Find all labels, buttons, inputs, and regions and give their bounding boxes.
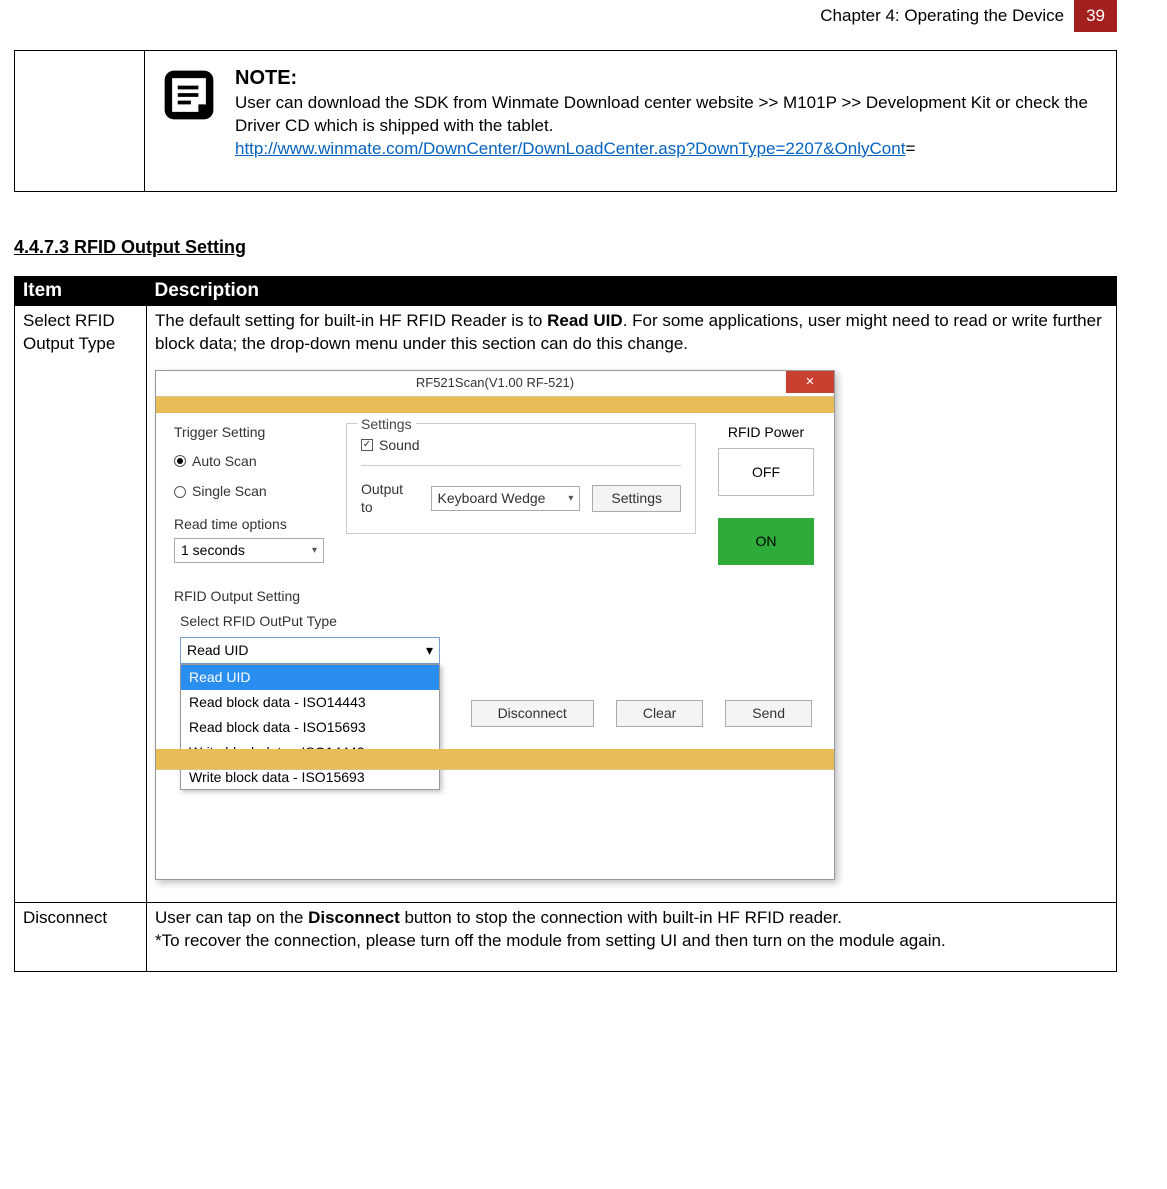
auto-scan-label: Auto Scan: [192, 452, 257, 471]
power-on-button[interactable]: ON: [718, 518, 814, 565]
window-titlebar: RF521Scan(V1.00 RF-521) ×: [156, 371, 834, 397]
send-button[interactable]: Send: [725, 700, 812, 727]
power-off-button[interactable]: OFF: [718, 448, 814, 497]
rfid-power-label: RFID Power: [718, 423, 814, 442]
radio-auto-scan[interactable]: [174, 455, 186, 467]
settings-legend: Settings: [357, 415, 416, 434]
table-row: Select RFID Output Type The default sett…: [15, 305, 1117, 903]
section-heading: 4.4.7.3 RFID Output Setting: [14, 237, 1117, 258]
settings-panel: Settings ✓ Sound Output to Keyboard Wed: [346, 423, 696, 535]
rfid-power-panel: RFID Power OFF ON: [718, 423, 814, 566]
dropdown-option[interactable]: Read block data - ISO14443: [181, 690, 439, 715]
dropdown-option[interactable]: Read block data - ISO15693: [181, 715, 439, 740]
dropdown-option[interactable]: Read UID: [181, 665, 439, 690]
chapter-label: Chapter 4: Operating the Device: [810, 0, 1074, 32]
checkbox-sound[interactable]: ✓: [361, 439, 373, 451]
cell-desc-1: The default setting for built-in HF RFID…: [147, 305, 1117, 903]
trigger-setting-label: Trigger Setting: [174, 423, 324, 442]
table-header-description: Description: [147, 276, 1117, 305]
note-icon: [159, 65, 219, 161]
output-to-select[interactable]: Keyboard Wedge ▾: [431, 486, 581, 511]
single-scan-label: Single Scan: [192, 482, 267, 501]
cell-item-1: Select RFID Output Type: [15, 305, 147, 903]
note-body: User can download the SDK from Winmate D…: [235, 93, 1088, 135]
note-callout: NOTE: User can download the SDK from Win…: [14, 50, 1117, 192]
page-number-badge: 39: [1074, 0, 1117, 32]
chevron-down-icon: ▾: [312, 544, 317, 558]
rfid-output-table: Item Description Select RFID Output Type…: [14, 276, 1117, 972]
output-to-label: Output to: [361, 480, 419, 518]
read-time-select[interactable]: 1 seconds ▾: [174, 538, 324, 563]
disconnect-button[interactable]: Disconnect: [471, 700, 594, 727]
select-output-type-label: Select RFID OutPut Type: [180, 612, 816, 631]
trigger-setting-panel: Trigger Setting Auto Scan Single Scan Re…: [174, 423, 324, 563]
rfid-output-setting-label: RFID Output Setting: [174, 587, 816, 606]
settings-button[interactable]: Settings: [592, 485, 681, 512]
cell-desc-2: User can tap on the Disconnect button to…: [147, 903, 1117, 972]
sound-label: Sound: [379, 436, 419, 455]
cell-item-2: Disconnect: [15, 903, 147, 972]
page-header: Chapter 4: Operating the Device 39: [14, 0, 1117, 32]
close-icon: ×: [806, 372, 815, 392]
window-title: RF521Scan(V1.00 RF-521): [416, 374, 574, 392]
note-title: NOTE:: [235, 67, 297, 89]
table-row: Disconnect User can tap on the Disconnec…: [15, 903, 1117, 972]
note-link-suffix: =: [905, 139, 915, 158]
note-link[interactable]: http://www.winmate.com/DownCenter/DownLo…: [235, 139, 905, 158]
read-time-options-label: Read time options: [174, 515, 324, 534]
chevron-down-icon: ▾: [426, 641, 433, 660]
clear-button[interactable]: Clear: [616, 700, 703, 727]
chevron-down-icon: ▾: [568, 492, 573, 506]
window-close-button[interactable]: ×: [786, 371, 834, 393]
table-header-item: Item: [15, 276, 147, 305]
app-window: RF521Scan(V1.00 RF-521) × Trigger Settin…: [155, 370, 835, 881]
radio-single-scan[interactable]: [174, 486, 186, 498]
